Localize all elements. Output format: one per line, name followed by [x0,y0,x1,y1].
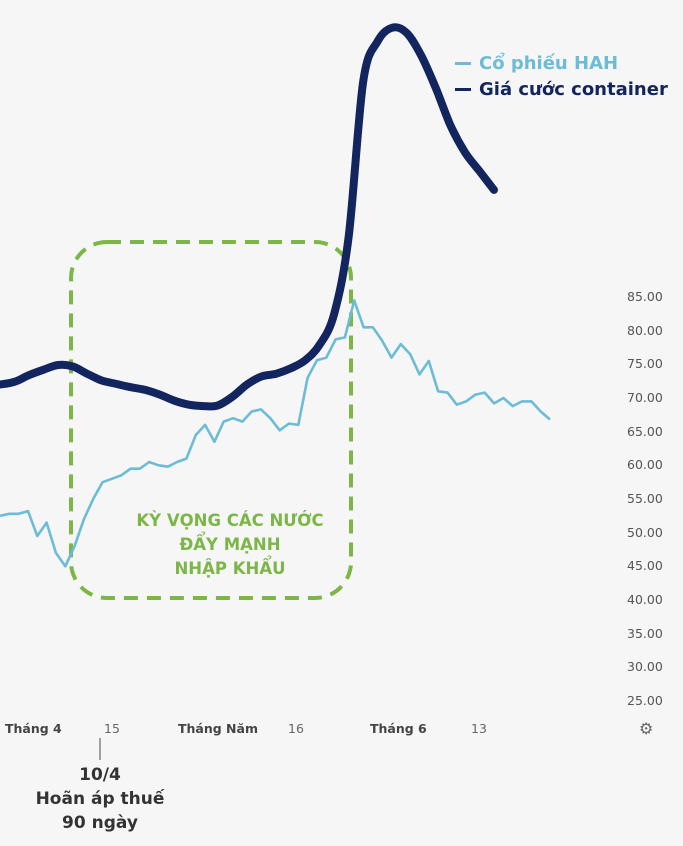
event-line-2: Hoãn áp thuế [35,789,165,809]
event-annotation: 10/4 Hoãn áp thuế 90 ngày [20,763,180,835]
annotation-dashed-box [69,240,353,600]
x-tick-label: 13 [471,721,487,736]
box-label-line-3: NHẬP KHẨU [174,559,286,578]
x-tick-label: 15 [104,721,120,736]
y-tick-label: 60.00 [627,457,663,473]
box-label-line-1: KỲ VỌNG CÁC NƯỚC [136,511,324,530]
legend-label-freight: Giá cước container [479,78,668,100]
legend-item-freight: Giá cước container [455,76,668,102]
x-tick-label: Tháng Năm [178,721,258,736]
legend-swatch-hah [455,61,471,65]
y-tick-label: 55.00 [627,491,663,506]
legend-label-hah: Cổ phiếu HAH [479,52,619,74]
x-tick-label: Tháng 6 [370,721,427,736]
y-tick-label: 30.00 [627,659,663,675]
event-line-3: 90 ngày [62,813,138,833]
y-tick-label: 25.00 [627,693,663,708]
y-tick-label: 65.00 [627,423,663,439]
legend-item-hah: Cổ phiếu HAH [455,50,668,76]
series-line-freight [0,23,498,411]
x-tick-label: 16 [288,721,304,736]
y-tick-label: 35.00 [627,625,663,641]
y-tick-label: 40.00 [627,592,663,607]
y-tick-label: 50.00 [627,524,663,540]
event-date: 10/4 [79,765,121,785]
gear-icon[interactable]: ⚙ [639,719,654,738]
box-label-line-2: ĐẨY MẠNH [179,535,281,554]
legend: Cổ phiếu HAH Giá cước container [455,50,668,102]
x-tick-label: Tháng 4 [5,721,62,736]
y-tick-label: 85.00 [627,289,663,304]
box-annotation-label: KỲ VỌNG CÁC NƯỚC ĐẨY MẠNH NHẬP KHẨU [110,509,350,581]
legend-swatch-freight [455,87,471,91]
y-tick-label: 80.00 [627,322,663,338]
y-tick-label: 70.00 [627,390,663,405]
y-tick-label: 75.00 [627,356,663,372]
y-tick-label: 45.00 [627,558,663,574]
series-line-hah [0,299,551,568]
